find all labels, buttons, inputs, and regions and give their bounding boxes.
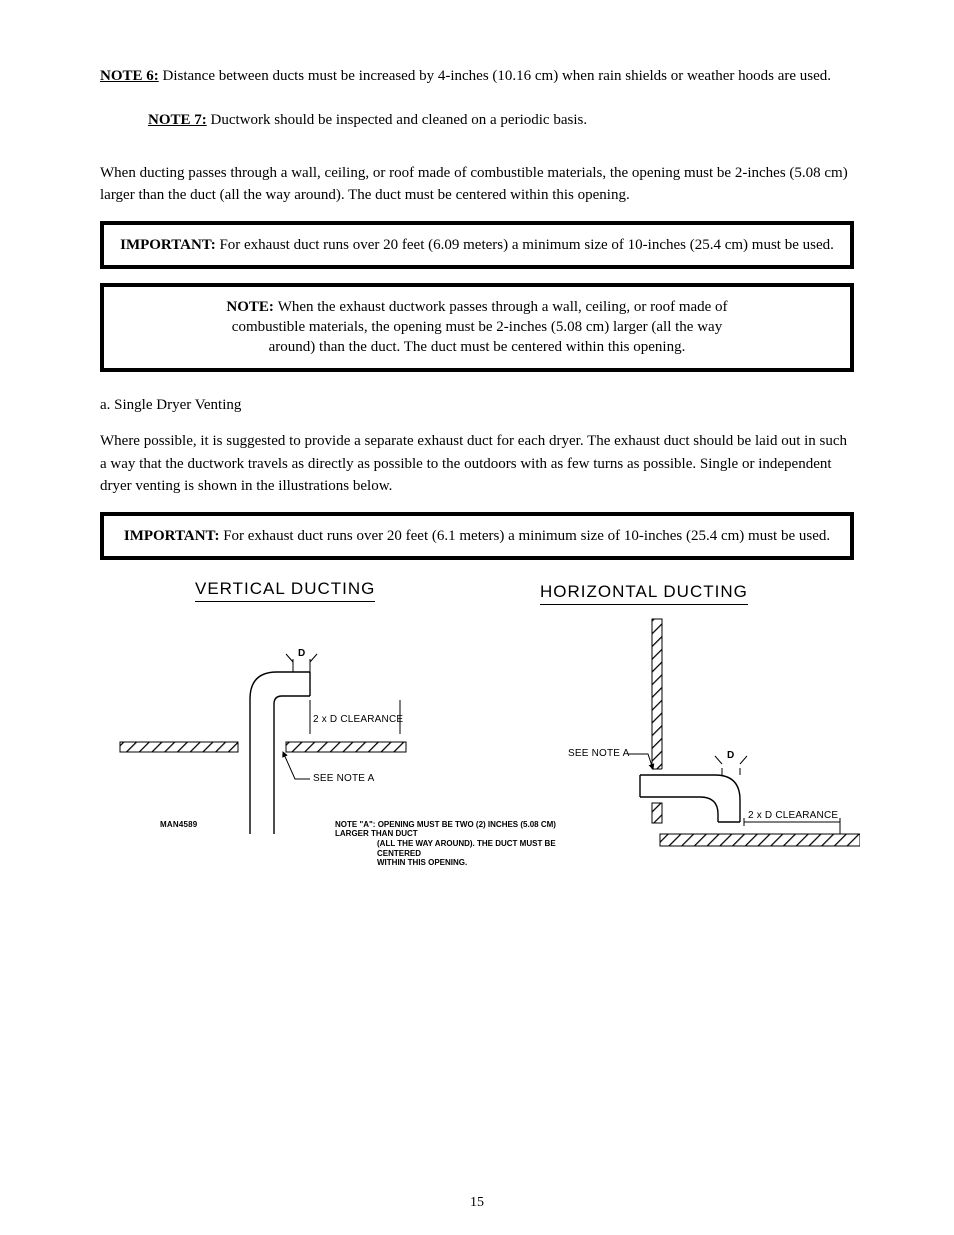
note-a-block: NOTE "A": OPENING MUST BE TWO (2) INCHES… xyxy=(335,820,585,868)
d-label-right: D xyxy=(727,750,734,761)
d-label-left: D xyxy=(298,648,305,659)
note-a-line1: NOTE "A": OPENING MUST BE TWO (2) INCHES… xyxy=(335,820,585,839)
note-box-2: NOTE: When the exhaust ductwork passes t… xyxy=(100,283,854,372)
note-6: NOTE 6: Distance between ducts must be i… xyxy=(100,66,854,88)
paragraph-duct-pass: When ducting passes through a wall, ceil… xyxy=(100,162,854,207)
note-7-label: NOTE 7: xyxy=(148,112,207,128)
note-box-2-line3: around) than the duct. The duct must be … xyxy=(118,337,836,357)
page-number: 15 xyxy=(0,1195,954,1211)
note-6-label: NOTE 6: xyxy=(100,68,159,84)
clearance-label-right: 2 x D CLEARANCE xyxy=(748,810,838,821)
note-6-text: Distance between ducts must be increased… xyxy=(163,68,832,84)
important-box-3-label: IMPORTANT: xyxy=(124,528,223,544)
section-a-paragraph: Where possible, it is suggested to provi… xyxy=(100,430,854,498)
important-box-1-label: IMPORTANT: xyxy=(120,237,219,253)
note-box-2-label: NOTE: xyxy=(226,299,277,315)
note-a-line3: WITHIN THIS OPENING. xyxy=(335,858,585,868)
important-box-1: IMPORTANT: For exhaust duct runs over 20… xyxy=(100,221,854,269)
clearance-label-left: 2 x D CLEARANCE xyxy=(313,714,403,725)
man-code-label: MAN4589 xyxy=(160,820,197,829)
important-box-3-text: For exhaust duct runs over 20 feet (6.1 … xyxy=(223,528,830,544)
see-note-label-right: SEE NOTE A xyxy=(568,748,629,759)
see-note-label-left: SEE NOTE A xyxy=(313,773,374,784)
note-7-text: Ductwork should be inspected and cleaned… xyxy=(211,112,588,128)
ducting-figure: VERTICAL DUCTING HORIZONTAL DUCTING xyxy=(100,574,860,884)
section-a-heading: a. Single Dryer Venting xyxy=(100,394,854,417)
note-7: NOTE 7: Ductwork should be inspected and… xyxy=(148,110,854,132)
page-container: NOTE 6: Distance between ducts must be i… xyxy=(0,0,954,1235)
important-box-3: IMPORTANT: For exhaust duct runs over 20… xyxy=(100,512,854,560)
note-a-line2: (ALL THE WAY AROUND). THE DUCT MUST BE C… xyxy=(335,839,585,858)
important-box-1-text: For exhaust duct runs over 20 feet (6.09… xyxy=(219,237,833,253)
note-box-2-line2: combustible materials, the opening must … xyxy=(118,317,836,337)
note-box-2-line1: NOTE: When the exhaust ductwork passes t… xyxy=(118,297,836,317)
